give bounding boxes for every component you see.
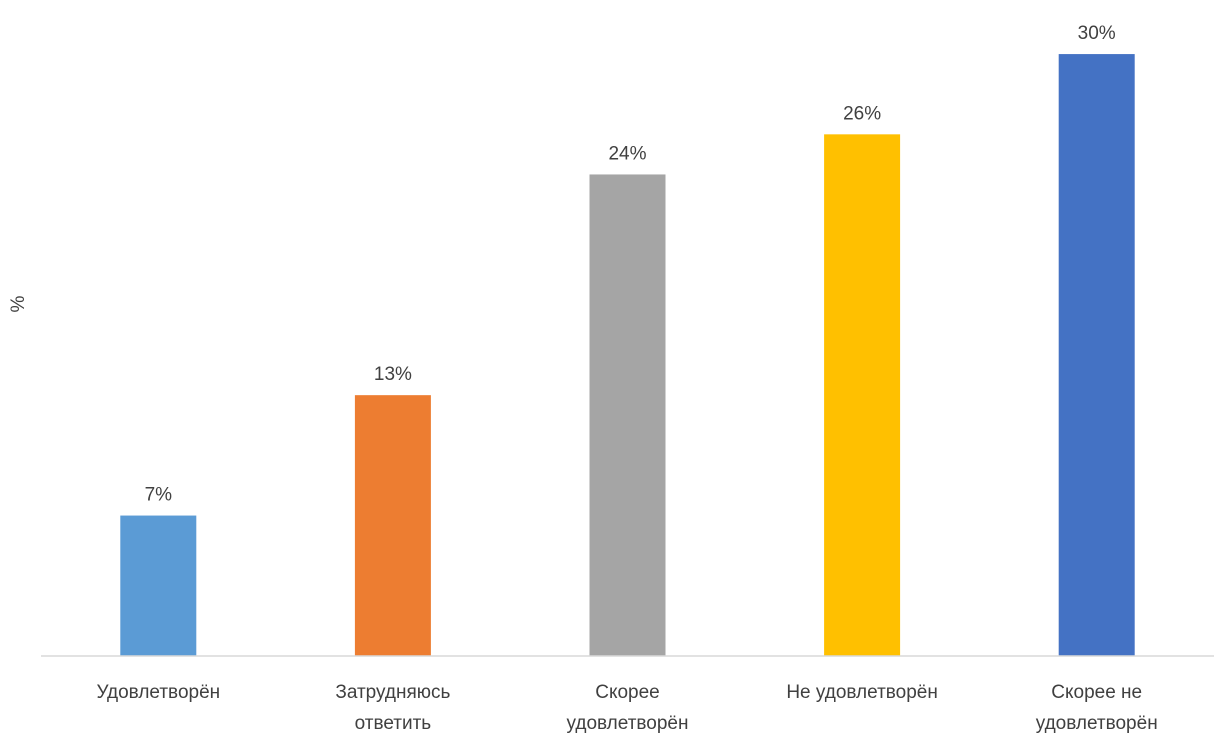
category-labels: Удовлетворён Затрудняюсь ответить Скорее удо… [96,682,1157,734]
y-axis-title: % [8,295,29,312]
bars-group: 7% 13% 24% 26% 30% [120,23,1135,657]
category-label-3: Скорее удовлетворён [567,682,689,734]
data-label-3: 24% [608,143,646,164]
data-label-2: 13% [374,364,412,385]
bar-3 [589,174,666,656]
category-label-5: Скорее не удовлетворён [1036,682,1158,734]
data-label-1: 7% [145,485,173,506]
category-label-1: Удовлетворён [96,682,220,703]
category-label-4: Не удовлетворён [786,682,938,703]
data-label-5: 30% [1078,23,1116,44]
data-label-4: 26% [843,103,881,124]
bar-5 [1058,54,1135,657]
bar-4 [824,134,901,657]
bar-2 [354,395,431,656]
bar-1 [120,515,197,656]
category-label-2: Затрудняюсь ответить [335,682,450,734]
